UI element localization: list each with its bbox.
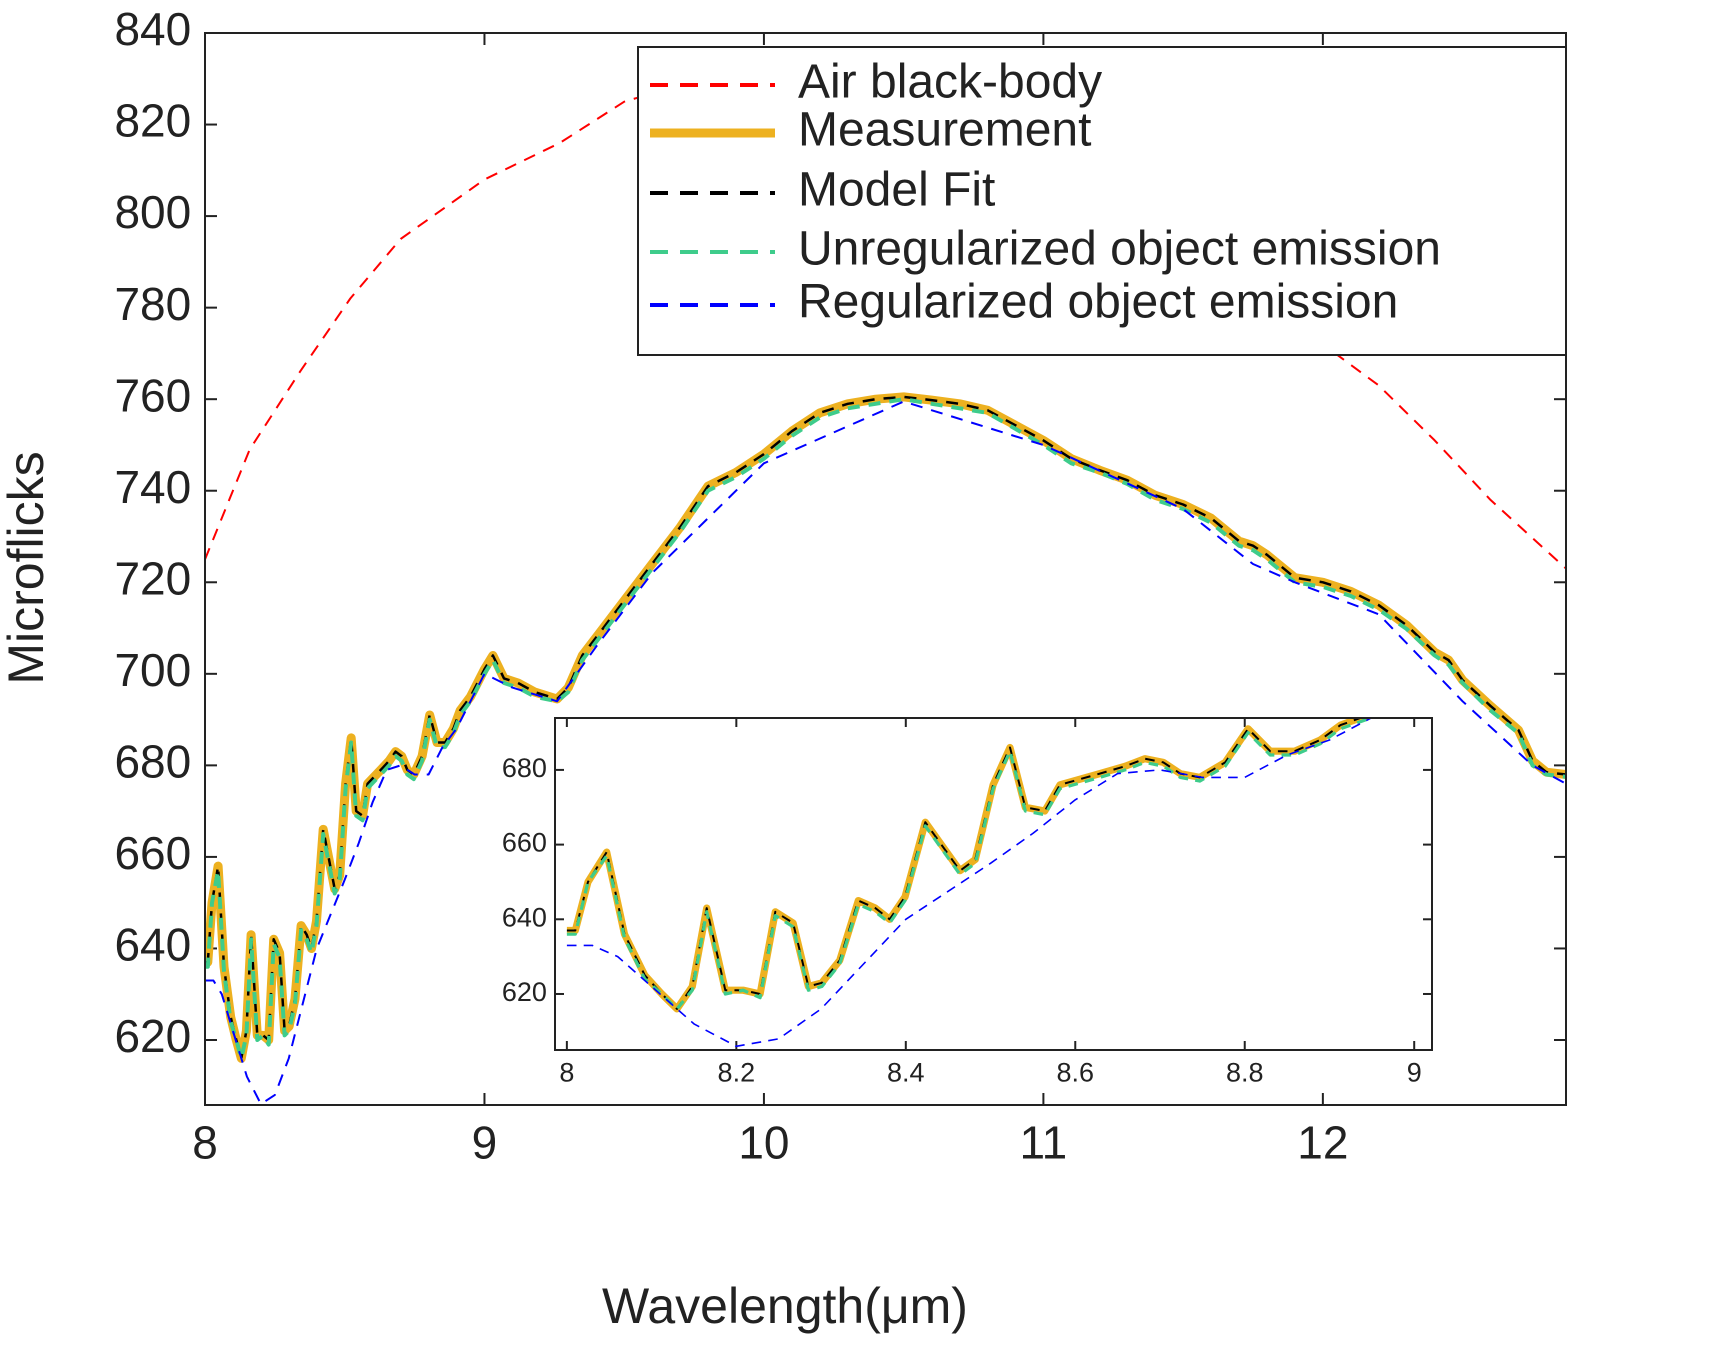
y-axis-label: Microflicks — [0, 451, 54, 684]
y-tick-label: 640 — [502, 902, 547, 932]
x-tick-label: 10 — [738, 1117, 789, 1169]
legend-label: Regularized object emission — [798, 276, 1398, 329]
x-tick-label: 9 — [1407, 1057, 1422, 1087]
y-tick-label: 660 — [114, 827, 191, 879]
series-line — [205, 397, 1566, 1061]
y-tick-label: 760 — [114, 369, 191, 421]
x-tick-label: 8 — [559, 1057, 574, 1087]
x-tick-label: 9 — [472, 1117, 498, 1169]
legend-label: Air black-body — [798, 56, 1102, 109]
main-plot: 8 9 10 11 12 620 640 660 680 700 720 740 760 780 800 82… — [114, 3, 1566, 1169]
x-axis-label: Wavelength(μm) — [602, 1278, 968, 1334]
y-tick-label: 840 — [114, 3, 191, 55]
x-tick-label: 12 — [1297, 1117, 1348, 1169]
y-tick-label: 800 — [114, 186, 191, 238]
series-line — [205, 400, 1566, 1105]
y-tick-label: 620 — [114, 1010, 191, 1062]
series-lines — [566, 718, 1375, 1048]
x-tick-label: 8.2 — [718, 1057, 756, 1087]
inset-background — [555, 718, 1432, 1050]
x-tick-label: 8.6 — [1056, 1057, 1094, 1087]
series-line — [566, 718, 1364, 1010]
y-tick-label: 620 — [502, 977, 547, 1007]
x-tick-label: 8.8 — [1226, 1057, 1264, 1087]
legend-label: Model Fit — [798, 164, 995, 217]
y-tick-label: 680 — [502, 753, 547, 783]
x-tick-label: 8 — [192, 1117, 218, 1169]
legend-box — [637, 46, 1567, 356]
legend-label: Unregularized object emission — [798, 223, 1441, 276]
y-tick-label: 640 — [114, 919, 191, 971]
inset-plot: 8 8.2 8.4 8.6 8.8 9 620 640 660 680 — [502, 718, 1432, 1087]
y-tick-label: 660 — [502, 828, 547, 858]
main-frame — [204, 32, 1567, 1106]
y-tick-label: 740 — [114, 461, 191, 513]
y-tick-label: 700 — [114, 644, 191, 696]
y-tick-label: 780 — [114, 278, 191, 330]
y-tick-label: 720 — [114, 552, 191, 604]
x-tick-label: 8.4 — [887, 1057, 925, 1087]
inset-frame — [554, 717, 1433, 1051]
y-tick-label: 820 — [114, 95, 191, 147]
legend-label: Measurement — [798, 104, 1091, 157]
x-tick-label: 11 — [1020, 1117, 1068, 1169]
y-tick-label: 680 — [114, 736, 191, 788]
